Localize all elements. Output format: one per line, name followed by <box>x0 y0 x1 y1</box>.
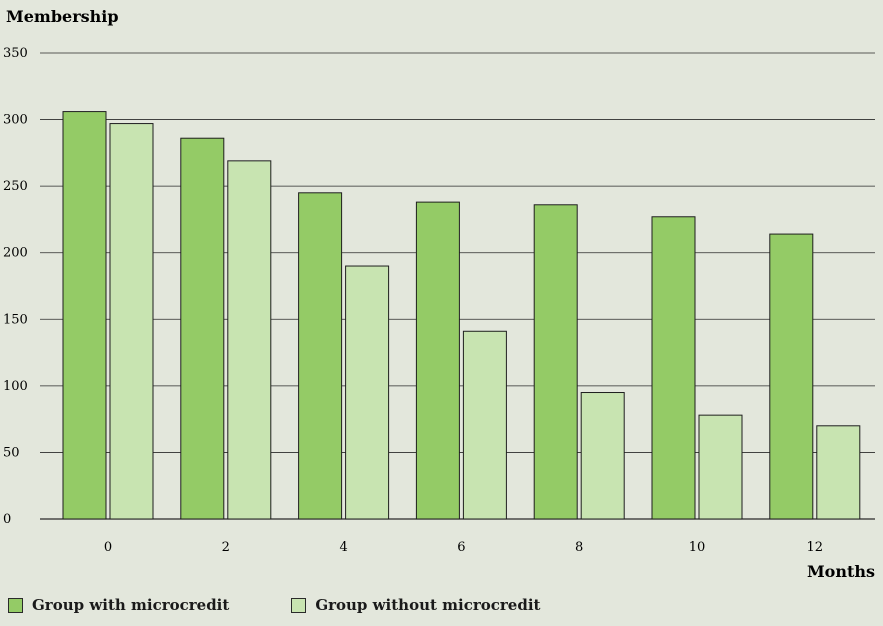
x-tick-label: 10 <box>689 540 706 555</box>
legend-item-without-microcredit: Group without microcredit <box>291 596 540 614</box>
bar-without-microcredit <box>580 392 625 520</box>
x-tick-label: 12 <box>807 540 824 555</box>
y-axis-ticks: 0 50 100 150 200 250 300 350 <box>3 46 28 527</box>
bar-with-microcredit <box>533 204 578 520</box>
y-tick-label: 300 <box>3 113 28 128</box>
bar-without-microcredit <box>816 425 861 520</box>
bar-with-microcredit <box>415 201 460 520</box>
x-tick-label: 6 <box>457 540 465 555</box>
y-tick-label: 50 <box>3 445 20 460</box>
x-tick-label: 4 <box>339 540 347 555</box>
bar-with-microcredit <box>298 192 343 520</box>
bar-without-microcredit <box>462 330 507 520</box>
bar-without-microcredit <box>109 123 154 520</box>
y-tick-label: 150 <box>3 312 28 327</box>
bar-with-microcredit <box>62 111 107 520</box>
y-tick-label: 100 <box>3 379 28 394</box>
legend-label-without-microcredit: Group without microcredit <box>315 596 541 614</box>
x-tick-label: 2 <box>222 540 230 555</box>
bar-without-microcredit <box>345 265 390 520</box>
x-axis-label: Months <box>807 562 875 581</box>
legend-swatch-with-microcredit <box>8 597 23 613</box>
x-tick-label: 8 <box>575 540 583 555</box>
y-tick-label: 250 <box>3 179 28 194</box>
legend: Group with microcredit Group without mic… <box>8 596 602 614</box>
bar-with-microcredit <box>769 233 814 520</box>
x-tick-label: 0 <box>104 540 112 555</box>
bar-with-microcredit <box>180 137 225 520</box>
legend-label-with-microcredit: Group with microcredit <box>32 596 230 614</box>
y-tick-label: 0 <box>3 512 11 527</box>
y-tick-label: 200 <box>3 246 28 261</box>
y-tick-label: 350 <box>3 46 28 61</box>
bar-without-microcredit <box>698 414 743 520</box>
legend-item-with-microcredit: Group with microcredit <box>8 596 229 614</box>
bar-without-microcredit <box>227 160 272 520</box>
legend-swatch-without-microcredit <box>291 597 307 613</box>
bars <box>62 111 861 520</box>
bar-with-microcredit <box>651 216 696 520</box>
y-axis-label: Membership <box>6 7 119 26</box>
x-axis-ticks: 0 2 4 6 8 10 12 <box>104 540 823 555</box>
